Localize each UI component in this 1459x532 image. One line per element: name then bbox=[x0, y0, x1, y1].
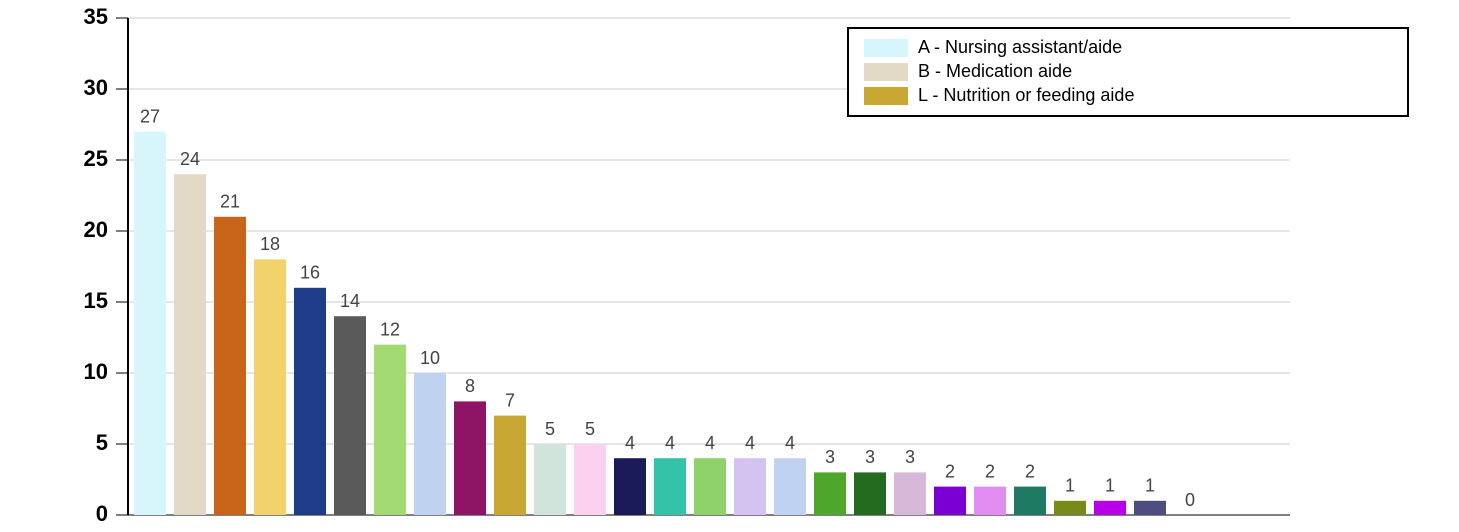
bar bbox=[614, 458, 646, 515]
value-label: 3 bbox=[825, 447, 835, 467]
value-label: 1 bbox=[1065, 476, 1075, 496]
value-label: 0 bbox=[1185, 490, 1195, 510]
value-label: 2 bbox=[1025, 461, 1035, 481]
bar bbox=[414, 373, 446, 515]
bar bbox=[894, 472, 926, 515]
bar bbox=[974, 486, 1006, 515]
legend-swatch bbox=[864, 87, 908, 105]
value-label: 21 bbox=[220, 192, 240, 212]
value-label: 4 bbox=[625, 433, 635, 453]
bar bbox=[134, 131, 166, 515]
y-tick-label: 35 bbox=[84, 4, 108, 29]
y-tick-label: 5 bbox=[96, 430, 108, 455]
value-label: 4 bbox=[705, 433, 715, 453]
y-tick-label: 10 bbox=[84, 359, 108, 384]
value-label: 16 bbox=[300, 263, 320, 283]
bar bbox=[694, 458, 726, 515]
value-label: 4 bbox=[785, 433, 795, 453]
bar bbox=[374, 344, 406, 515]
bar bbox=[294, 287, 326, 515]
legend-label: L - Nutrition or feeding aide bbox=[918, 85, 1134, 105]
value-label: 7 bbox=[505, 390, 515, 410]
bar bbox=[574, 444, 606, 515]
bar bbox=[734, 458, 766, 515]
y-tick-label: 30 bbox=[84, 75, 108, 100]
value-label: 4 bbox=[745, 433, 755, 453]
value-label: 18 bbox=[260, 234, 280, 254]
bar bbox=[214, 216, 246, 516]
legend-swatch bbox=[864, 63, 908, 81]
bar bbox=[1014, 486, 1046, 515]
bar bbox=[254, 259, 286, 515]
value-label: 2 bbox=[985, 461, 995, 481]
bar bbox=[814, 472, 846, 515]
y-tick-label: 0 bbox=[96, 501, 108, 526]
legend-box bbox=[847, 27, 1409, 117]
bar bbox=[534, 444, 566, 515]
value-label: 24 bbox=[180, 149, 200, 169]
bar bbox=[174, 174, 206, 515]
legend-swatch bbox=[864, 39, 908, 57]
value-label: 2 bbox=[945, 461, 955, 481]
bar bbox=[1054, 500, 1086, 515]
bar bbox=[654, 458, 686, 515]
bar bbox=[774, 458, 806, 515]
y-tick-label: 15 bbox=[84, 288, 108, 313]
value-label: 8 bbox=[465, 376, 475, 396]
value-label: 1 bbox=[1145, 476, 1155, 496]
bar bbox=[334, 316, 366, 515]
value-label: 12 bbox=[380, 319, 400, 339]
value-label: 3 bbox=[905, 447, 915, 467]
legend-label: B - Medication aide bbox=[918, 61, 1072, 81]
bar bbox=[854, 472, 886, 515]
y-tick-label: 25 bbox=[84, 146, 108, 171]
y-tick-label: 20 bbox=[84, 217, 108, 242]
bar bbox=[454, 401, 486, 515]
legend-label: A - Nursing assistant/aide bbox=[918, 37, 1122, 57]
value-label: 5 bbox=[585, 419, 595, 439]
value-label: 3 bbox=[865, 447, 875, 467]
value-label: 14 bbox=[340, 291, 360, 311]
value-label: 5 bbox=[545, 419, 555, 439]
value-label: 27 bbox=[140, 106, 160, 126]
bar bbox=[1094, 500, 1126, 515]
value-label: 1 bbox=[1105, 476, 1115, 496]
bar bbox=[934, 486, 966, 515]
value-label: 4 bbox=[665, 433, 675, 453]
bar bbox=[494, 415, 526, 515]
bar bbox=[1134, 500, 1166, 515]
value-label: 10 bbox=[420, 348, 440, 368]
